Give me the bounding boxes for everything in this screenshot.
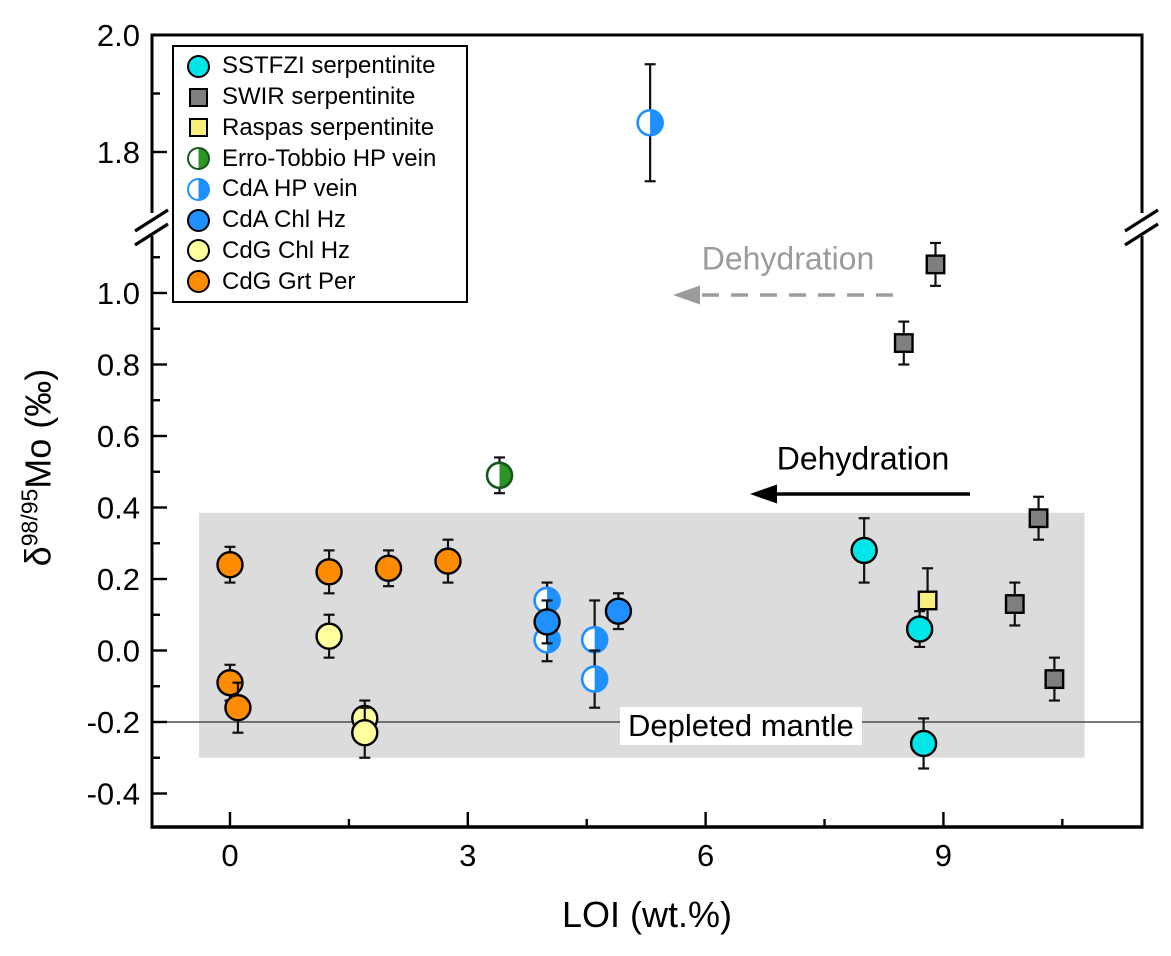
y-title-delta: δ [17, 546, 59, 567]
circle-marker-icon [186, 208, 210, 232]
data-point [216, 545, 244, 584]
data-point [909, 717, 938, 770]
legend-item-label: SWIR serpentinite [222, 83, 416, 111]
data-point [224, 681, 252, 734]
series-cdg-grt-per [216, 538, 462, 734]
y-tick-label: 1.0 [97, 276, 140, 311]
dehydration-arrow-dashed [673, 285, 893, 305]
half-circle-marker-icon [186, 177, 210, 201]
y-tick-label: 0.4 [97, 491, 140, 526]
dehydration-annotation-black: Dehydration [776, 440, 950, 477]
legend: SSTFZI serpentinite SWIR serpentinite Rasp… [172, 45, 468, 303]
data-point [580, 649, 609, 709]
y-title-superscript: 98/95 [16, 488, 43, 547]
circle-marker-icon [186, 54, 210, 78]
series-sstfzi-serpentinite [850, 517, 938, 770]
data-point [893, 320, 914, 366]
data-point [905, 610, 934, 649]
legend-item-label: Erro-Tobbio HP vein [222, 144, 437, 172]
y-axis-title: δ98/95Mo (‰) [17, 268, 60, 668]
legend-item-label: Raspas serpentinite [222, 113, 435, 141]
axis-tick-labels: 0 3 6 9 -0.4 -0.2 0.0 0.2 0.4 0.6 0.8 1.0 1.8 2.0 [87, 18, 952, 873]
y-tick-label: 0.8 [97, 348, 140, 383]
legend-item-label: CdG Chl Hz [222, 236, 351, 264]
x-axis-title: LOI (wt.%) [561, 894, 732, 935]
data-point [1028, 495, 1049, 541]
legend-item: SWIR serpentinite [186, 85, 460, 109]
x-tick-label: 3 [459, 838, 476, 873]
data-point [315, 613, 343, 659]
legend-item-label: CdA Chl Hz [222, 206, 347, 234]
data-point [351, 706, 379, 759]
series-erro-tobbio-hp-vein [485, 456, 514, 495]
data-point [1044, 656, 1065, 702]
circle-marker-icon [186, 270, 210, 294]
y-tick-label: 0.0 [97, 634, 140, 669]
legend-item: CdG Chl Hz [186, 236, 460, 264]
series-cda-chl-hz [533, 592, 633, 645]
legend-item: Raspas serpentinite [186, 113, 460, 141]
y-title-rest: Mo (‰) [17, 368, 59, 489]
legend-item: SSTFZI serpentinite [186, 54, 460, 78]
square-marker-icon [186, 85, 210, 109]
data-point [925, 241, 946, 287]
legend-item: CdA HP vein [186, 177, 460, 201]
square-marker-icon [186, 116, 210, 140]
data-point [374, 549, 403, 588]
series-swir-serpentinite [893, 241, 1065, 702]
y-tick-label: 0.2 [97, 562, 140, 597]
legend-item: CdA Chl Hz [186, 208, 460, 232]
axis-break-marks [134, 208, 1159, 247]
data-point [315, 549, 343, 595]
circle-marker-icon [186, 239, 210, 263]
depleted-mantle-label: Depleted mantle [620, 707, 862, 745]
legend-item-label: SSTFZI serpentinite [222, 52, 436, 80]
x-tick-label: 0 [221, 838, 238, 873]
x-tick-label: 6 [697, 838, 714, 873]
half-circle-marker-icon [186, 147, 210, 171]
y-tick-label: 0.6 [97, 419, 140, 454]
dehydration-arrow-solid [750, 484, 970, 504]
legend-item: CdG Grt Per [186, 267, 460, 295]
y-tick-label: -0.2 [87, 705, 140, 740]
data-point [850, 517, 878, 584]
y-tick-label: -0.4 [87, 777, 140, 812]
data-point [1004, 581, 1025, 627]
plot-frame [150, 33, 1144, 829]
legend-item: Erro-Tobbio HP vein [186, 144, 460, 172]
x-tick-label: 9 [935, 838, 952, 873]
data-point [485, 456, 514, 495]
dehydration-annotation-gray: Dehydration [701, 240, 875, 277]
data-point [434, 538, 462, 584]
y-tick-label: 1.8 [97, 135, 140, 170]
data-point [533, 599, 561, 645]
data-point [636, 63, 664, 183]
axis-ticks [152, 33, 1064, 827]
legend-item-label: CdA HP vein [222, 175, 358, 203]
y-tick-label: 2.0 [97, 18, 140, 53]
legend-item-label: CdG Grt Per [222, 267, 356, 295]
series-cdg-chl-hz [315, 613, 379, 759]
data-point [604, 592, 633, 631]
